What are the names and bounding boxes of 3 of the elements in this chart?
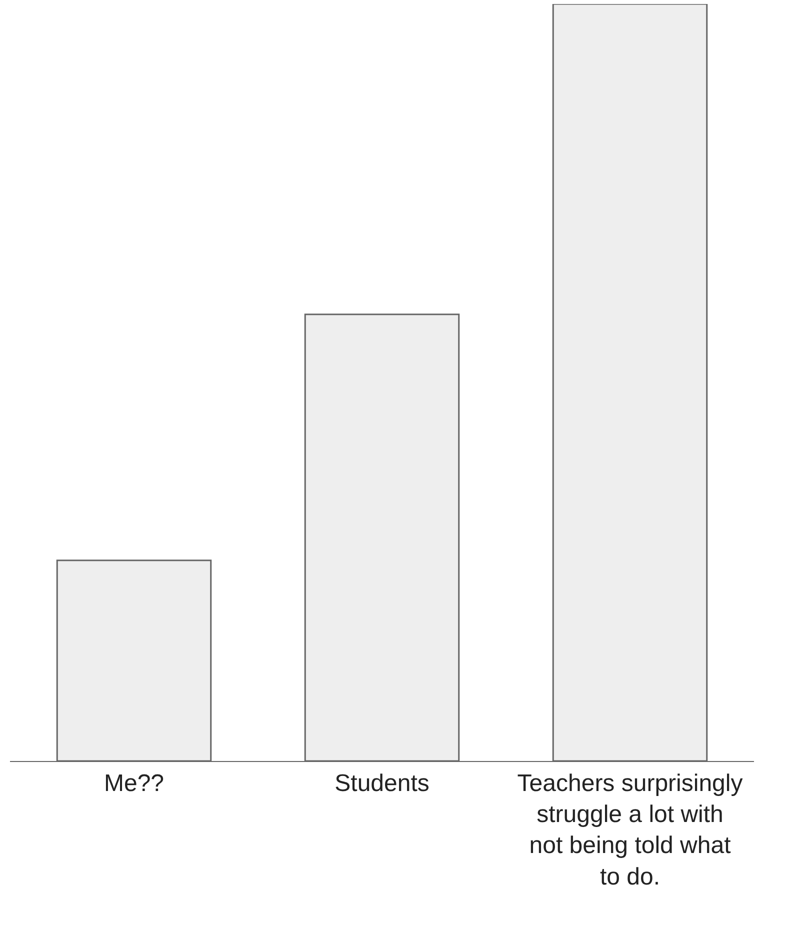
x-tick-label: Me?? [104,770,164,797]
x-tick-label: Students [334,770,430,797]
x-tick-label: Teachers surprisingly struggle a lot with not being told what to do. [517,770,743,890]
